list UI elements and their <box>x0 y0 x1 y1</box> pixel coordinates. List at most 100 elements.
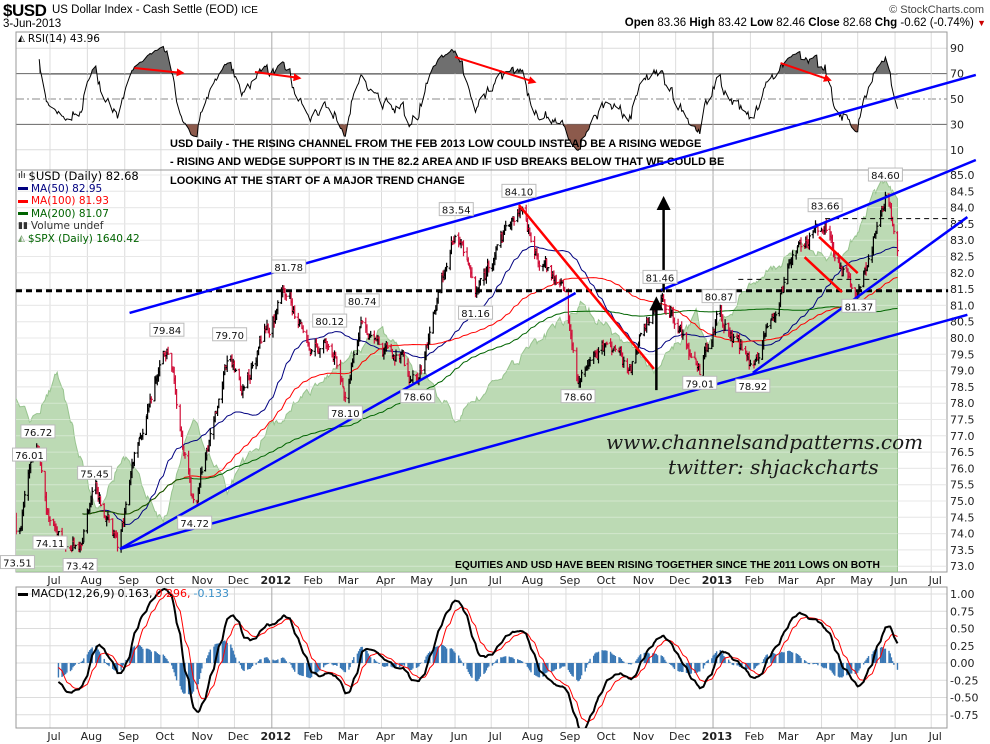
macd-histogram-bar <box>589 658 591 663</box>
price-bar <box>867 254 870 268</box>
price-tick-label: 85.0 <box>950 169 975 182</box>
month-label: Aug <box>522 574 543 587</box>
macd-histogram-bar <box>356 653 359 663</box>
price-bar <box>698 363 702 376</box>
macd-histogram-bar <box>69 663 72 672</box>
price-bar <box>284 293 288 301</box>
rsi-divergence-arrow <box>454 56 537 84</box>
price-bar <box>529 232 533 243</box>
macd-histogram-bar <box>190 663 192 695</box>
macd-histogram-bar <box>621 660 624 663</box>
month-label: Aug <box>81 730 102 743</box>
macd-histogram-bar <box>496 659 498 663</box>
macd-histogram-bar <box>70 663 73 670</box>
macd-histogram-bar <box>504 656 507 663</box>
price-label: 79.84 <box>153 326 182 337</box>
blue-trendline <box>119 291 577 551</box>
price-bar <box>611 349 615 353</box>
macd-histogram-bar <box>682 663 684 672</box>
macd-histogram-bar <box>815 663 818 664</box>
macd-histogram-bar <box>673 663 676 670</box>
price-label-box <box>327 405 363 420</box>
macd-histogram-bar <box>702 663 705 669</box>
macd-histogram-bar <box>500 657 502 663</box>
macd-histogram-bar <box>115 663 118 671</box>
price-bar <box>892 223 896 235</box>
macd-histogram-bar <box>525 663 527 664</box>
macd-histogram-bar <box>841 663 843 678</box>
macd-histogram-bar <box>121 663 124 668</box>
macd-tick-label: 0.25 <box>950 640 975 653</box>
macd-histogram-bar <box>73 663 75 666</box>
macd-histogram-bar <box>842 663 844 677</box>
macd-histogram-bar <box>407 663 409 668</box>
price-label: 73.51 <box>3 559 32 570</box>
price-bar <box>97 492 101 504</box>
price-bar <box>808 232 811 250</box>
price-label: 81.37 <box>845 302 874 313</box>
price-bar <box>82 529 86 543</box>
ma200-line <box>82 306 898 515</box>
blue-trendline <box>660 158 977 292</box>
symbol-name: US Dollar Index - Cash Settle (EOD) ICE <box>52 4 258 16</box>
macd-histogram-bar <box>782 652 784 663</box>
macd-histogram-bar <box>485 663 488 671</box>
macd-histogram-bar <box>611 653 613 663</box>
macd-histogram-bar <box>867 656 870 663</box>
macd-histogram-bar <box>859 663 861 669</box>
macd-histogram-bar <box>250 663 253 668</box>
macd-histogram-bar <box>332 663 334 666</box>
macd-histogram-bar <box>503 656 506 663</box>
spx-area-series <box>16 176 899 572</box>
macd-histogram-bar <box>671 663 673 666</box>
macd-histogram-bar <box>471 663 473 678</box>
macd-histogram-bar <box>470 663 472 677</box>
macd-histogram-bar <box>247 663 249 670</box>
macd-histogram-bar <box>559 663 561 669</box>
macd-histogram-bar <box>654 653 656 663</box>
macd-histogram-bar <box>249 663 251 669</box>
macd-histogram-bar <box>175 663 178 681</box>
macd-histogram-bar <box>888 650 890 663</box>
macd-histogram-bar <box>74 663 77 665</box>
price-bar <box>774 311 778 323</box>
month-label: May <box>850 730 873 743</box>
month-label: Dec <box>228 574 249 587</box>
macd-histogram-bar <box>277 659 279 663</box>
price-label-box <box>458 305 494 320</box>
price-bar <box>377 336 381 346</box>
macd-histogram-bar <box>783 652 785 663</box>
macd-histogram-bar <box>889 653 891 663</box>
macd-histogram-bar <box>882 647 884 663</box>
macd-histogram-bar <box>699 663 701 672</box>
macd-histogram-bar <box>513 659 515 663</box>
macd-histogram-bar <box>449 648 451 663</box>
price-label: 74.72 <box>180 519 209 530</box>
macd-histogram-bar <box>825 663 828 669</box>
rsi-tick-label: 10 <box>950 144 964 157</box>
macd-histogram-bar <box>492 663 495 664</box>
price-bar <box>664 304 668 315</box>
macd-histogram-bar <box>543 663 545 676</box>
quote-summary: Open 83.36 High 83.42 Low 82.46 Close 82… <box>625 17 986 29</box>
macd-histogram-bar <box>720 651 723 663</box>
macd-histogram-bar <box>459 658 461 663</box>
macd-histogram-bar <box>562 663 565 667</box>
month-label: Oct <box>597 574 617 587</box>
price-bar <box>896 231 899 257</box>
macd-histogram-bar <box>298 663 301 676</box>
macd-histogram-bar <box>368 655 371 663</box>
price-bar <box>318 348 322 358</box>
macd-value: 0.163, <box>117 587 153 600</box>
copyright[interactable]: © StockCharts.com <box>889 4 984 16</box>
month-label: Aug <box>81 574 102 587</box>
macd-histogram-bar <box>479 663 482 677</box>
macd-histogram-bar <box>527 663 530 669</box>
macd-histogram-bar <box>646 651 648 663</box>
month-label: Nov <box>192 730 214 743</box>
price-bar <box>335 356 339 369</box>
rsi-overbought-fill <box>39 46 898 75</box>
price-tick-label: 84.0 <box>950 202 975 215</box>
price-tick-label: 83.5 <box>950 218 975 231</box>
price-label: 81.16 <box>461 309 490 320</box>
